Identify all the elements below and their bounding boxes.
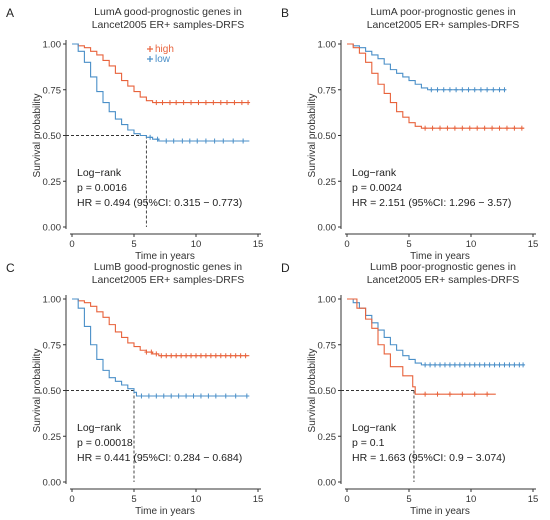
- y-axis-label: Survival probability: [307, 94, 318, 178]
- y-tick-label: 0.25: [318, 432, 337, 443]
- chart-title-line: LumA poor-prognostic genes in: [370, 6, 515, 18]
- y-axis-label: Survival probability: [307, 349, 318, 433]
- annotation-text: Log−rank: [352, 422, 397, 434]
- annotation-text: p = 0.00018: [77, 437, 133, 449]
- x-tick-label: 5: [131, 494, 136, 505]
- survival-curve-low: [72, 43, 250, 142]
- panel-label: B: [281, 6, 289, 20]
- annotation-text: p = 0.1: [352, 437, 385, 449]
- y-tick-label: 0.00: [318, 478, 337, 489]
- y-tick-label: 0.00: [43, 223, 62, 234]
- panel-d: D LumB poor-prognostic genes inLancet2005…: [281, 261, 538, 517]
- annotation-text: Log−rank: [352, 167, 397, 179]
- annotation-text: p = 0.0024: [352, 182, 402, 194]
- y-axis-label: Survival probability: [32, 349, 43, 433]
- chart-title-line: Lancet2005 ER+ samples-DRFS: [92, 19, 245, 31]
- x-tick-label: 0: [69, 494, 74, 505]
- x-axis-label: Time in years: [410, 506, 470, 517]
- y-tick-label: 0.75: [318, 340, 337, 351]
- x-tick-label: 0: [344, 494, 349, 505]
- y-tick-label: 0.25: [43, 177, 62, 188]
- x-axis-label: Time in years: [135, 251, 195, 262]
- x-tick-label: 15: [528, 239, 539, 250]
- survival-curve-high: [72, 43, 250, 104]
- y-tick-label: 1.00: [43, 40, 62, 51]
- x-tick-label: 10: [191, 494, 202, 505]
- annotation-text: HR = 2.151 (95%CI: 1.296 − 3.57): [352, 197, 511, 209]
- y-tick-label: 0.50: [318, 131, 337, 142]
- survival-curve-series-1: [347, 43, 525, 129]
- chart-title-line: Lancet2005 ER+ samples-DRFS: [92, 274, 245, 286]
- chart-title-line: LumB poor-prognostic genes in: [370, 261, 516, 273]
- panel-a: A LumA good-prognostic genes inLancet2005…: [6, 6, 263, 262]
- survival-curve-series-0: [72, 298, 250, 357]
- x-tick-label: 5: [406, 239, 411, 250]
- panel-b: B LumA poor-prognostic genes inLancet2005…: [281, 6, 538, 262]
- x-axis-label: Time in years: [135, 506, 195, 517]
- x-axis-label: Time in years: [410, 251, 470, 262]
- chart-title-line: Lancet2005 ER+ samples-DRFS: [367, 274, 520, 286]
- legend-label: low: [155, 54, 171, 65]
- chart-title-line: LumB good-prognostic genes in: [94, 261, 242, 273]
- x-tick-label: 5: [131, 239, 136, 250]
- y-tick-label: 0.75: [318, 85, 337, 96]
- survival-curve-series-0: [347, 43, 506, 91]
- x-tick-label: 10: [466, 239, 477, 250]
- annotation-text: p = 0.0016: [77, 182, 127, 194]
- x-tick-label: 10: [191, 239, 202, 250]
- x-tick-label: 15: [253, 239, 264, 250]
- panel-label: A: [6, 6, 14, 20]
- survival-curve-series-1: [72, 298, 250, 397]
- y-tick-label: 0.25: [318, 177, 337, 188]
- y-tick-label: 0.25: [43, 432, 62, 443]
- survival-curve-series-1: [347, 298, 496, 395]
- y-tick-label: 0.75: [43, 340, 62, 351]
- y-tick-label: 0.50: [43, 131, 62, 142]
- survival-curve-series-0: [347, 298, 525, 366]
- annotation-text: Log−rank: [77, 422, 122, 434]
- chart-title-line: LumA good-prognostic genes in: [94, 6, 242, 18]
- x-tick-label: 5: [406, 494, 411, 505]
- legend-label: high: [155, 44, 174, 55]
- chart-title-line: Lancet2005 ER+ samples-DRFS: [367, 19, 520, 31]
- x-tick-label: 15: [253, 494, 264, 505]
- annotation-text: HR = 0.494 (95%CI: 0.315 − 0.773): [77, 197, 242, 209]
- y-tick-label: 0.75: [43, 85, 62, 96]
- x-tick-label: 10: [466, 494, 477, 505]
- y-axis-label: Survival probability: [32, 94, 43, 178]
- annotation-text: HR = 0.441 (95%CI: 0.284 − 0.684): [77, 452, 242, 464]
- panel-c: C LumB good-prognostic genes inLancet2005…: [6, 261, 263, 517]
- x-tick-label: 0: [344, 239, 349, 250]
- y-tick-label: 0.50: [318, 386, 337, 397]
- panel-label: D: [281, 261, 290, 275]
- y-tick-label: 0.50: [43, 386, 62, 397]
- annotation-text: Log−rank: [77, 167, 122, 179]
- x-tick-label: 0: [69, 239, 74, 250]
- y-tick-label: 1.00: [43, 295, 62, 306]
- x-tick-label: 15: [528, 494, 539, 505]
- y-tick-label: 1.00: [318, 295, 337, 306]
- y-tick-label: 1.00: [318, 40, 337, 51]
- annotation-text: HR = 1.663 (95%CI: 0.9 − 3.074): [352, 452, 506, 464]
- y-tick-label: 0.00: [318, 223, 337, 234]
- y-tick-label: 0.00: [43, 478, 62, 489]
- panel-label: C: [6, 261, 15, 275]
